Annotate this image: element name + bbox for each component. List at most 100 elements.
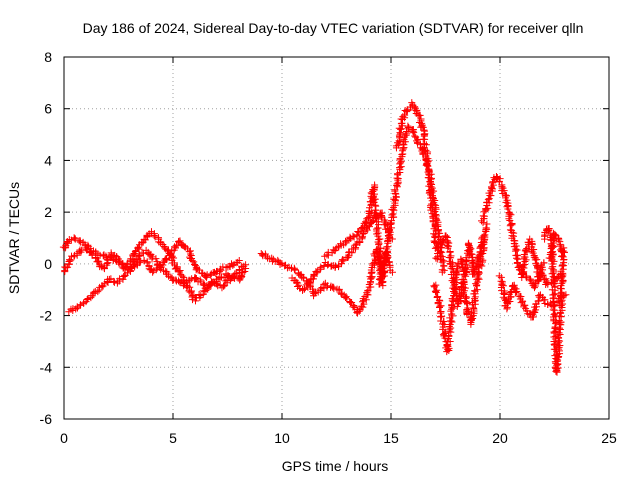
data-point — [437, 244, 445, 252]
data-point — [205, 282, 213, 290]
data-point — [388, 205, 396, 213]
data-point — [482, 224, 490, 232]
data-point — [399, 147, 407, 155]
data-point — [430, 211, 438, 219]
data-point — [418, 122, 426, 130]
data-point — [66, 256, 74, 264]
data-point — [483, 220, 491, 228]
data-point — [423, 161, 431, 169]
data-point — [167, 251, 175, 259]
x-tick-label: 25 — [601, 430, 617, 446]
data-point — [438, 236, 446, 244]
data-point — [555, 236, 563, 244]
data-point — [427, 200, 435, 208]
data-point — [432, 288, 440, 296]
data-point — [549, 263, 557, 271]
data-layer — [59, 99, 570, 376]
data-point — [324, 261, 332, 269]
x-tick-label: 10 — [274, 430, 290, 446]
data-point — [299, 273, 307, 281]
data-point — [135, 252, 143, 260]
data-point — [320, 280, 328, 288]
data-series-track-l — [495, 272, 570, 321]
data-point — [540, 259, 548, 267]
data-point — [447, 270, 455, 278]
data-series-track-b — [61, 244, 250, 292]
data-point — [290, 265, 298, 273]
data-point — [120, 273, 128, 281]
data-point — [481, 233, 489, 241]
data-series-track-c — [65, 237, 243, 316]
data-point — [435, 303, 443, 311]
data-point — [386, 221, 394, 229]
data-point — [382, 248, 390, 256]
data-point — [428, 210, 436, 218]
data-point — [538, 270, 546, 278]
data-point — [442, 233, 450, 241]
data-point — [186, 288, 194, 296]
data-point — [522, 274, 530, 282]
data-point — [462, 298, 470, 306]
data-point — [393, 180, 401, 188]
data-point — [94, 288, 102, 296]
data-point — [110, 278, 118, 286]
data-point — [306, 279, 314, 287]
y-tick-label: 8 — [44, 49, 52, 65]
data-point — [71, 235, 79, 243]
data-point — [242, 264, 250, 272]
data-point — [519, 297, 527, 305]
data-point — [229, 273, 237, 281]
data-point — [70, 234, 78, 242]
data-point — [465, 239, 473, 247]
data-point — [430, 282, 438, 290]
y-tick-label: 2 — [44, 204, 52, 220]
data-point — [235, 257, 243, 265]
data-point — [311, 289, 319, 297]
data-point — [358, 233, 366, 241]
data-point — [83, 295, 91, 303]
data-point — [95, 258, 103, 266]
data-point — [156, 262, 164, 270]
data-point — [438, 312, 446, 320]
data-point — [411, 132, 419, 140]
data-point — [558, 272, 566, 280]
data-point — [150, 232, 158, 240]
data-point — [479, 249, 487, 257]
y-tick-label: -6 — [40, 411, 53, 427]
chart-title: Day 186 of 2024, Sidereal Day-to-day VTE… — [83, 20, 584, 36]
data-point — [549, 248, 557, 256]
data-point — [549, 273, 557, 281]
plot-frame — [63, 56, 610, 420]
y-tick-label: -4 — [40, 359, 53, 375]
data-point — [416, 111, 424, 119]
data-point — [434, 244, 442, 252]
data-point — [438, 258, 446, 266]
data-point — [151, 233, 159, 241]
data-series-track-h — [392, 99, 442, 254]
data-point — [105, 275, 113, 283]
data-point — [478, 262, 486, 270]
data-point — [374, 232, 382, 240]
data-point — [176, 266, 184, 274]
data-point — [472, 280, 480, 288]
data-point — [525, 239, 533, 247]
data-point — [194, 266, 202, 274]
data-point — [64, 239, 72, 247]
data-point — [540, 296, 548, 304]
data-point — [337, 240, 345, 248]
data-series-track-j — [432, 232, 489, 328]
data-point — [268, 254, 276, 262]
data-point — [377, 276, 385, 284]
data-point — [511, 289, 519, 297]
data-point — [384, 227, 392, 235]
data-point — [233, 269, 241, 277]
data-point — [385, 258, 393, 266]
data-point — [341, 293, 349, 301]
data-point — [116, 275, 124, 283]
data-point — [65, 257, 73, 265]
data-point — [420, 144, 428, 152]
data-point — [484, 196, 492, 204]
grid-layer — [64, 57, 609, 419]
data-point — [152, 255, 160, 263]
